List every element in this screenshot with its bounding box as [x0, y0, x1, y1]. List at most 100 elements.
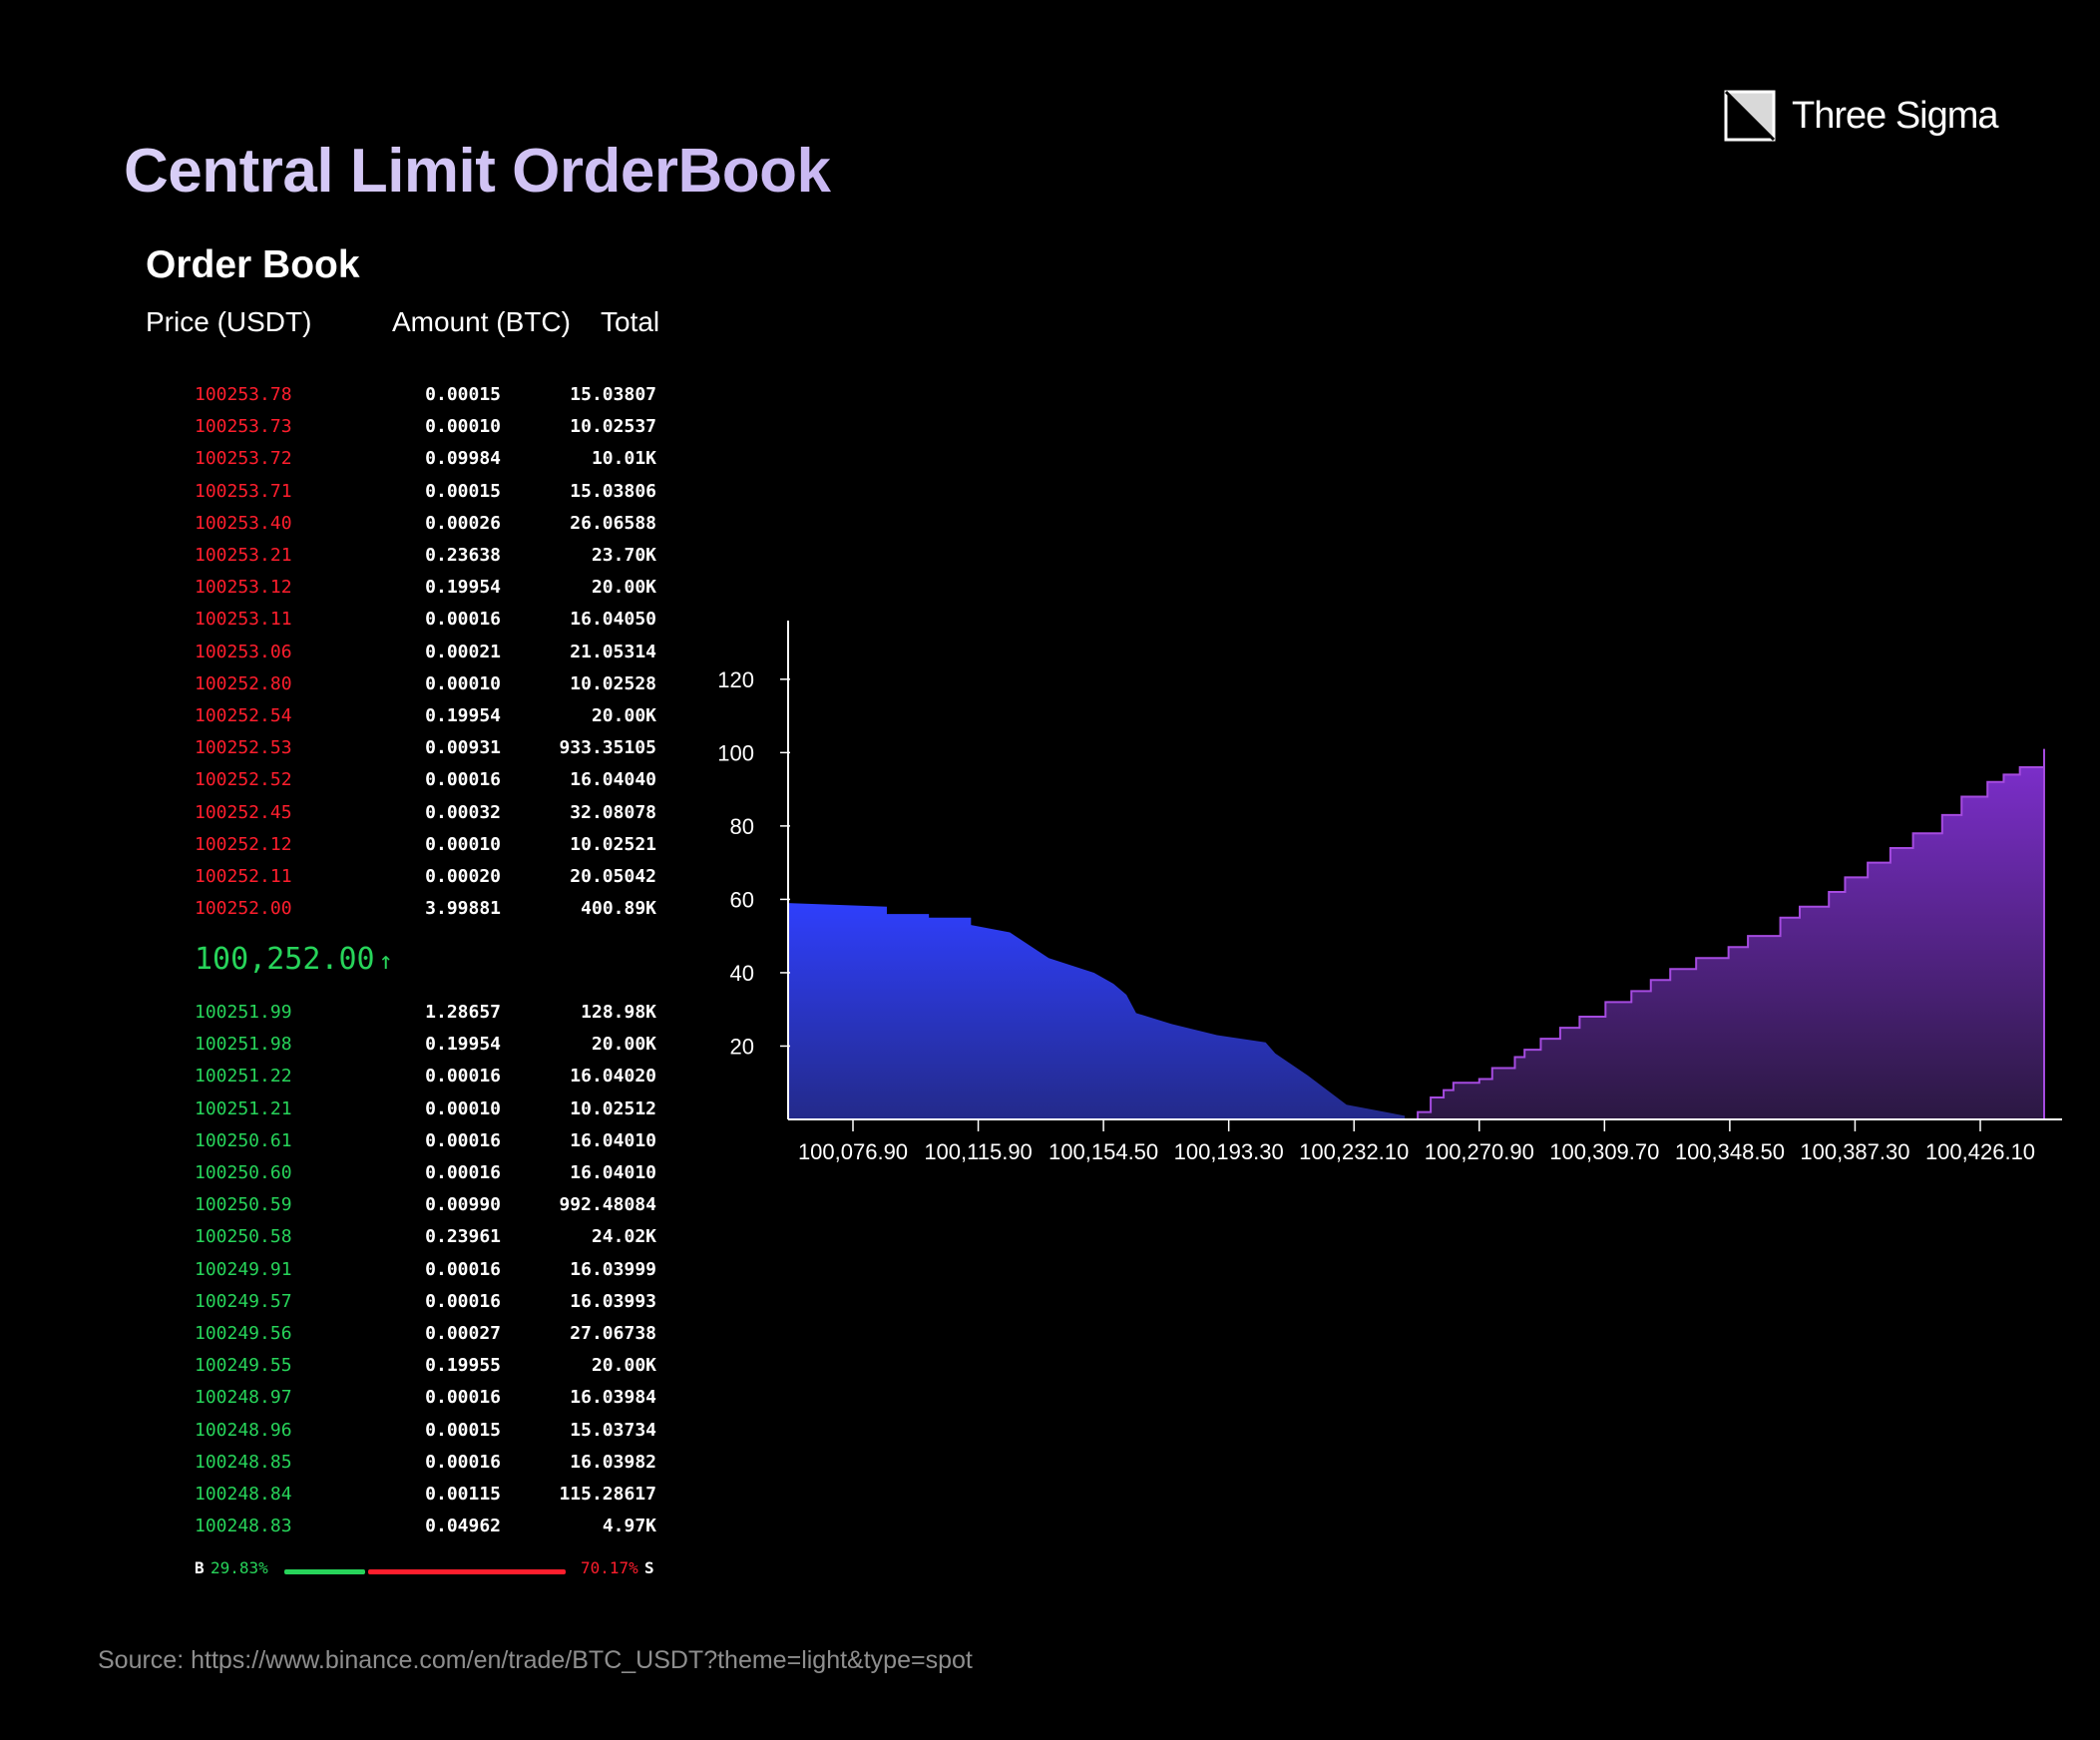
bid-price: 100248.84: [195, 1484, 292, 1505]
y-tick-label: 120: [717, 667, 754, 692]
three-sigma-logo-icon: [1724, 90, 1776, 142]
ask-row[interactable]: 100252.00 3.99881 400.89K: [195, 898, 713, 930]
bid-price: 100251.99: [195, 1002, 292, 1023]
ask-price: 100252.45: [195, 801, 292, 823]
last-price: 100,252.00 ↑: [195, 942, 393, 977]
ask-total: 10.01K: [591, 448, 656, 470]
column-header-total: Total: [601, 306, 660, 337]
bid-row[interactable]: 100248.85 0.00016 16.03982: [195, 1452, 713, 1484]
ask-amount: 0.00015: [425, 480, 501, 502]
ask-row[interactable]: 100253.78 0.00015 15.03807: [195, 384, 713, 416]
ask-price: 100253.71: [195, 480, 292, 502]
y-tick-label: 80: [730, 814, 754, 839]
brand-logo: Three Sigma: [1724, 90, 1999, 142]
y-tick-label: 100: [717, 740, 754, 765]
ask-depth-area: [1417, 748, 2045, 1120]
ask-row[interactable]: 100253.12 0.19954 20.00K: [195, 577, 713, 609]
ask-row[interactable]: 100253.21 0.23638 23.70K: [195, 545, 713, 577]
y-tick-label: 20: [730, 1034, 754, 1059]
ask-row[interactable]: 100252.54 0.19954 20.00K: [195, 705, 713, 737]
sell-label: S: [644, 1558, 654, 1577]
ask-row[interactable]: 100253.40 0.00026 26.06588: [195, 513, 713, 545]
bid-price: 100249.55: [195, 1355, 292, 1377]
ask-row[interactable]: 100253.71 0.00015 15.03806: [195, 481, 713, 513]
ask-total: 10.02537: [570, 416, 656, 438]
ask-total: 10.02521: [570, 833, 656, 855]
bid-row[interactable]: 100250.58 0.23961 24.02K: [195, 1226, 713, 1258]
ask-row[interactable]: 100252.80 0.00010 10.02528: [195, 673, 713, 705]
ask-row[interactable]: 100253.72 0.09984 10.01K: [195, 448, 713, 480]
bid-row[interactable]: 100251.98 0.19954 20.00K: [195, 1034, 713, 1066]
bid-row[interactable]: 100248.83 0.04962 4.97K: [195, 1516, 713, 1547]
bid-row[interactable]: 100249.56 0.00027 27.06738: [195, 1323, 713, 1355]
bid-depth-area: [788, 903, 1406, 1119]
bid-row[interactable]: 100250.61 0.00016 16.04010: [195, 1130, 713, 1162]
bid-amount: 0.00990: [425, 1194, 501, 1216]
x-tick-label: 100,309.70: [1549, 1139, 1659, 1164]
bid-row[interactable]: 100251.21 0.00010 10.02512: [195, 1098, 713, 1130]
bid-price: 100251.21: [195, 1097, 292, 1119]
ask-total: 400.89K: [581, 898, 656, 920]
ask-total: 16.04050: [570, 609, 656, 631]
ask-row[interactable]: 100253.06 0.00021 21.05314: [195, 642, 713, 673]
bid-total: 16.03993: [570, 1290, 656, 1312]
ask-amount: 0.23638: [425, 545, 501, 566]
bid-row[interactable]: 100251.99 1.28657 128.98K: [195, 1002, 713, 1034]
ask-price: 100253.06: [195, 641, 292, 662]
bid-amount: 0.00115: [425, 1484, 501, 1505]
bid-amount: 0.00016: [425, 1387, 501, 1409]
bid-price: 100248.85: [195, 1451, 292, 1473]
buy-ratio-bar: [284, 1569, 365, 1574]
bid-total: 16.03982: [570, 1451, 656, 1473]
bid-amount: 1.28657: [425, 1002, 501, 1023]
ask-amount: 0.19954: [425, 577, 501, 599]
ask-row[interactable]: 100252.52 0.00016 16.04040: [195, 769, 713, 801]
bid-row[interactable]: 100250.60 0.00016 16.04010: [195, 1162, 713, 1194]
ask-row[interactable]: 100252.11 0.00020 20.05042: [195, 866, 713, 898]
bid-row[interactable]: 100251.22 0.00016 16.04020: [195, 1066, 713, 1097]
x-tick-label: 100,387.30: [1800, 1139, 1909, 1164]
ask-price: 100253.40: [195, 512, 292, 534]
bid-price: 100251.22: [195, 1066, 292, 1088]
bid-row[interactable]: 100248.84 0.00115 115.28617: [195, 1484, 713, 1516]
y-tick-label: 40: [730, 961, 754, 986]
ask-total: 21.05314: [570, 641, 656, 662]
bid-amount: 0.00016: [425, 1258, 501, 1280]
x-tick-label: 100,115.90: [924, 1139, 1032, 1164]
bid-row[interactable]: 100249.91 0.00016 16.03999: [195, 1259, 713, 1291]
bid-total: 16.04020: [570, 1066, 656, 1088]
bid-amount: 0.00015: [425, 1419, 501, 1441]
x-tick-label: 100,270.90: [1425, 1139, 1534, 1164]
ask-row[interactable]: 100252.12 0.00010 10.02521: [195, 834, 713, 866]
bid-total: 27.06738: [570, 1323, 656, 1344]
ask-total: 26.06588: [570, 512, 656, 534]
bid-price: 100248.97: [195, 1387, 292, 1409]
bid-amount: 0.00016: [425, 1162, 501, 1183]
bid-row[interactable]: 100249.57 0.00016 16.03993: [195, 1291, 713, 1323]
ask-price: 100253.73: [195, 416, 292, 438]
ask-amount: 0.00015: [425, 384, 501, 405]
ask-price: 100252.12: [195, 833, 292, 855]
ask-row[interactable]: 100252.45 0.00032 32.08078: [195, 802, 713, 834]
bid-price: 100250.58: [195, 1226, 292, 1248]
bid-total: 16.03984: [570, 1387, 656, 1409]
bid-amount: 0.00016: [425, 1066, 501, 1088]
x-tick-label: 100,426.10: [1925, 1139, 2035, 1164]
ask-row[interactable]: 100253.11 0.00016 16.04050: [195, 609, 713, 641]
ask-amount: 0.00032: [425, 801, 501, 823]
column-header-amount: Amount (BTC): [392, 306, 571, 337]
bid-price: 100249.91: [195, 1258, 292, 1280]
ask-row[interactable]: 100252.53 0.00931 933.35105: [195, 737, 713, 769]
bid-row[interactable]: 100248.96 0.00015 15.03734: [195, 1420, 713, 1452]
x-tick-label: 100,348.50: [1675, 1139, 1785, 1164]
column-header-price: Price (USDT): [146, 306, 312, 337]
bid-row[interactable]: 100248.97 0.00016 16.03984: [195, 1387, 713, 1419]
bid-row[interactable]: 100250.59 0.00990 992.48084: [195, 1194, 713, 1226]
bid-row[interactable]: 100249.55 0.19955 20.00K: [195, 1355, 713, 1387]
x-tick-label: 100,154.50: [1049, 1139, 1158, 1164]
bid-price: 100249.56: [195, 1323, 292, 1344]
bid-total: 20.00K: [591, 1034, 656, 1056]
ask-row[interactable]: 100253.73 0.00010 10.02537: [195, 416, 713, 448]
bid-price: 100248.83: [195, 1516, 292, 1537]
last-price-value: 100,252.00: [195, 942, 375, 977]
